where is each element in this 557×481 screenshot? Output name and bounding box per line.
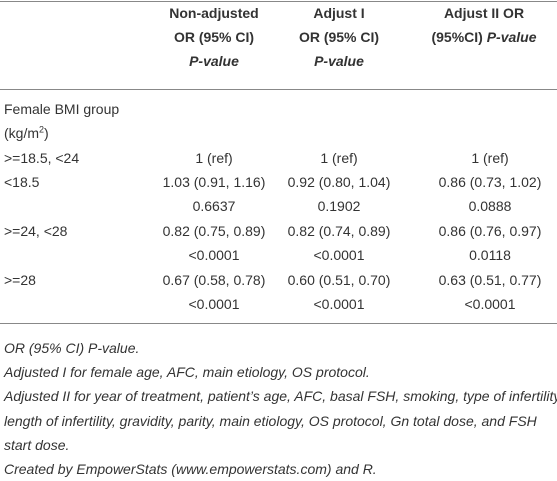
unit-text: )	[44, 125, 49, 141]
group-unit: (kg/m2)	[4, 121, 49, 145]
unit-text: (kg/m	[4, 125, 39, 141]
header-cell: Non-adjusted	[169, 5, 259, 21]
p-value: 0.1902	[317, 198, 361, 214]
header-rule	[0, 89, 557, 90]
p-value: <0.0001	[188, 247, 240, 263]
footnote: OR (95% CI) P-value.	[4, 340, 140, 356]
header-cell: Adjust II OR	[443, 5, 525, 21]
header-text: P-value	[486, 29, 537, 45]
or-value: 0.82 (0.74, 0.89)	[287, 223, 391, 239]
header-cell: P-value	[189, 53, 239, 69]
or-value: 1 (ref)	[471, 150, 509, 166]
p-value: <0.0001	[464, 296, 516, 312]
footnote: Adjusted II for year of treatment, patie…	[4, 388, 557, 405]
or-value: 0.63 (0.51, 0.77)	[438, 272, 542, 288]
header-text: (95%CI)	[431, 29, 483, 45]
footnote: start dose.	[4, 436, 70, 453]
unit-sup: 2	[39, 124, 45, 135]
group-label: Female BMI group	[4, 101, 120, 117]
or-value: 1.03 (0.91, 1.16)	[162, 174, 266, 190]
or-value: 0.67 (0.58, 0.78)	[162, 272, 266, 288]
p-value: <0.0001	[188, 296, 240, 312]
header-cell: OR (95% CI)	[173, 29, 255, 45]
p-value: 0.0118	[469, 247, 511, 263]
p-value: <0.0001	[313, 247, 365, 263]
row-label: >=24, <28	[4, 223, 68, 239]
or-value: 0.82 (0.75, 0.89)	[162, 223, 266, 239]
footnote: Adjusted I for female age, AFC, main eti…	[4, 364, 370, 381]
footnote: length of infertility, gravidity, parity…	[4, 412, 537, 429]
row-label: >=28	[4, 272, 36, 288]
p-value: 0.6637	[192, 198, 236, 214]
footnote: Created by EmpowerStats (www.empowerstat…	[4, 461, 377, 477]
or-value: 0.92 (0.80, 1.04)	[287, 174, 391, 190]
row-label: >=18.5, <24	[4, 150, 80, 166]
or-value: 0.86 (0.76, 0.97)	[438, 223, 542, 239]
row-label: <18.5	[4, 174, 40, 190]
header-cell: OR (95% CI)	[298, 29, 380, 45]
p-value: 0.0888	[468, 198, 512, 214]
bottom-rule	[0, 323, 557, 324]
header-cell: P-value	[314, 53, 364, 69]
or-value: 1 (ref)	[320, 150, 358, 166]
or-value: 0.86 (0.73, 1.02)	[438, 174, 542, 190]
header-cell: Adjust I	[313, 5, 365, 21]
top-rule	[0, 1, 557, 2]
p-value: <0.0001	[313, 296, 365, 312]
header-cell: (95%CI) P-value	[431, 25, 536, 49]
or-value: 0.60 (0.51, 0.70)	[287, 272, 391, 288]
or-value: 1 (ref)	[195, 150, 233, 166]
